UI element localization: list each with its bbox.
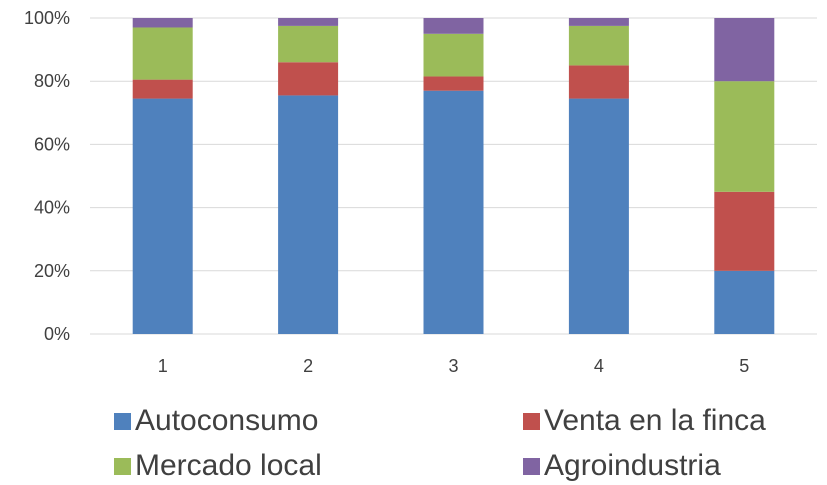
bar-segment [423, 90, 484, 335]
bar-segment [568, 25, 629, 66]
bar-segment [278, 25, 339, 63]
x-axis-labels: 1 2 3 4 5 [158, 356, 750, 376]
bar-segment [423, 33, 484, 77]
y-tick-label: 80% [34, 71, 70, 91]
bar-segment [714, 191, 775, 271]
y-tick-label: 60% [34, 134, 70, 154]
legend-swatch [114, 457, 131, 475]
y-axis-labels: 0% 20% 40% 60% 80% 100% [24, 8, 70, 344]
bar-segment [132, 79, 193, 99]
legend-swatch [523, 457, 540, 475]
legend-label: Mercado local [135, 449, 322, 482]
bar-segment [714, 18, 775, 82]
bar-segment [132, 98, 193, 334]
legend-item: Autoconsumo [114, 404, 318, 438]
legend-swatch [114, 412, 131, 430]
bar-segment [568, 65, 629, 99]
legend-label: Venta en la finca [544, 404, 766, 437]
bar-segment [568, 18, 629, 26]
bar-segment [132, 18, 193, 28]
legend-label: Autoconsumo [135, 404, 319, 437]
legend-label: Agroindustria [544, 449, 721, 482]
bar-segment [132, 27, 193, 80]
legend: Autoconsumo Venta en la finca Mercado loca… [0, 392, 827, 485]
x-tick-label: 2 [303, 356, 313, 376]
y-tick-label: 40% [34, 198, 70, 218]
legend-item: Venta en la finca [523, 404, 766, 438]
bar-segment [714, 270, 775, 334]
y-tick-label: 100% [24, 8, 70, 28]
y-tick-label: 20% [34, 261, 70, 281]
legend-swatch [523, 412, 540, 430]
bar-segment [278, 62, 339, 96]
stacked-bar-chart: 0% 20% 40% 60% 80% 100% 1 2 3 4 5 [24, 8, 817, 376]
y-tick-label: 0% [44, 324, 70, 344]
x-tick-label: 5 [739, 356, 749, 376]
bar-segment [714, 81, 775, 192]
bar-segment [423, 76, 484, 91]
bar-segment [278, 18, 339, 26]
x-tick-label: 4 [594, 356, 604, 376]
legend-item: Mercado local [114, 449, 322, 483]
x-tick-label: 1 [158, 356, 168, 376]
bars [132, 18, 775, 335]
bar-segment [423, 18, 484, 34]
bar-segment [278, 95, 339, 334]
bar-segment [568, 98, 629, 334]
legend-item: Agroindustria [523, 449, 721, 483]
x-tick-label: 3 [448, 356, 458, 376]
